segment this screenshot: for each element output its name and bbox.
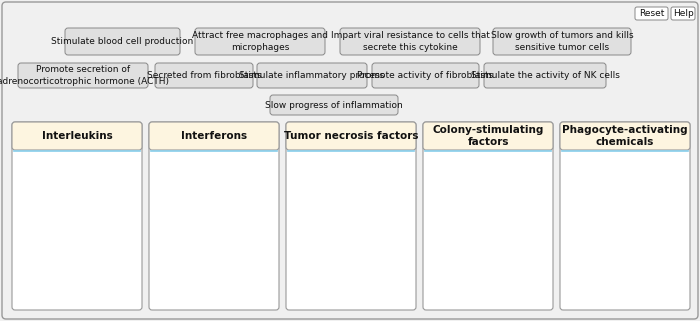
- Text: Slow growth of tumors and kills
sensitive tumor cells: Slow growth of tumors and kills sensitiv…: [491, 31, 634, 52]
- FancyBboxPatch shape: [286, 122, 416, 150]
- FancyBboxPatch shape: [257, 63, 367, 88]
- FancyBboxPatch shape: [149, 122, 279, 310]
- Text: Stimulate blood cell production: Stimulate blood cell production: [51, 37, 194, 46]
- FancyBboxPatch shape: [149, 122, 279, 150]
- Text: Slow progress of inflammation: Slow progress of inflammation: [265, 100, 403, 109]
- FancyBboxPatch shape: [560, 122, 690, 310]
- Text: Colony-stimulating
factors: Colony-stimulating factors: [433, 125, 544, 147]
- FancyBboxPatch shape: [18, 63, 148, 88]
- FancyBboxPatch shape: [12, 122, 142, 310]
- FancyBboxPatch shape: [493, 28, 631, 55]
- FancyBboxPatch shape: [372, 63, 479, 88]
- FancyBboxPatch shape: [155, 63, 253, 88]
- FancyBboxPatch shape: [195, 28, 325, 55]
- Text: Stimulate the activity of NK cells: Stimulate the activity of NK cells: [470, 71, 620, 80]
- FancyBboxPatch shape: [635, 7, 668, 20]
- Text: Phagocyte-activating
chemicals: Phagocyte-activating chemicals: [562, 125, 688, 147]
- FancyBboxPatch shape: [12, 122, 142, 150]
- Text: Reset: Reset: [639, 9, 664, 18]
- FancyBboxPatch shape: [560, 122, 690, 150]
- Text: Secreted from fibroblasts: Secreted from fibroblasts: [147, 71, 261, 80]
- Text: Promote secretion of
adrenocorticotrophic hormone (ACTH): Promote secretion of adrenocorticotrophi…: [0, 65, 169, 86]
- Text: Attract free macrophages and
microphages: Attract free macrophages and microphages: [192, 31, 328, 52]
- Text: Interferons: Interferons: [181, 131, 247, 141]
- FancyBboxPatch shape: [423, 122, 553, 310]
- Text: Stimulate inflammatory process: Stimulate inflammatory process: [239, 71, 384, 80]
- Text: Promote activity of fibroblasts: Promote activity of fibroblasts: [358, 71, 493, 80]
- FancyBboxPatch shape: [270, 95, 398, 115]
- FancyBboxPatch shape: [286, 122, 416, 310]
- FancyBboxPatch shape: [671, 7, 695, 20]
- FancyBboxPatch shape: [423, 122, 553, 150]
- FancyBboxPatch shape: [340, 28, 480, 55]
- Text: Interleukins: Interleukins: [41, 131, 113, 141]
- Text: Help: Help: [673, 9, 694, 18]
- Text: Tumor necrosis factors: Tumor necrosis factors: [284, 131, 419, 141]
- FancyBboxPatch shape: [65, 28, 180, 55]
- FancyBboxPatch shape: [484, 63, 606, 88]
- Text: Impart viral resistance to cells that
secrete this cytokine: Impart viral resistance to cells that se…: [330, 31, 489, 52]
